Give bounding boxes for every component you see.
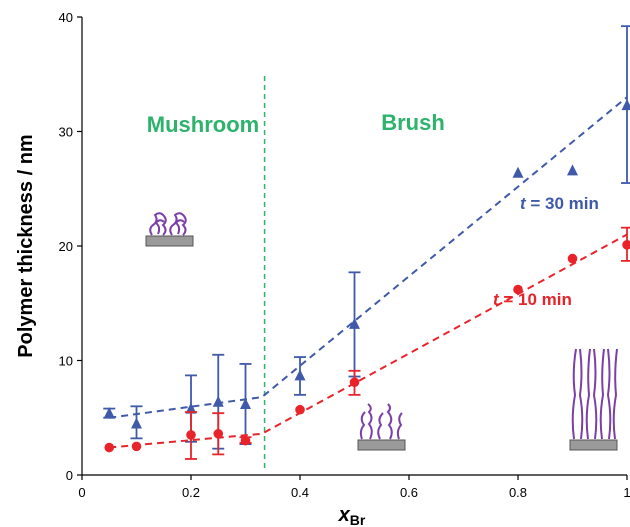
x-tick-label-4: 0.8 [509,485,527,500]
mushroom-coil-left-2 [154,219,165,235]
brush-chain-1 [571,348,577,440]
series-0-point-6 [349,317,360,329]
series-label-30min: t = 30 min [520,194,599,213]
brush-schematic [569,348,618,451]
series-1-point-3 [213,428,224,439]
series-label-30min-rest: = 30 min [526,194,599,213]
intermediate-chain-5 [396,412,403,440]
series-0-point-5 [294,369,306,381]
intermediate-chain-2 [367,403,373,440]
series-1-point-7 [513,284,523,295]
series-label-10min-rest: = 10 min [499,290,572,309]
series-1-point-8 [567,253,578,264]
series-1-point-0 [104,442,115,453]
series-layer [103,25,630,460]
series-1-point-4 [240,435,251,446]
brush-substrate [569,439,618,451]
series-1-point-6 [349,377,360,388]
brush-chain-3 [585,348,591,440]
series-0-point-8 [567,164,578,176]
x-tick-label-5: 1 [623,485,630,500]
intermediate-chain-3 [377,412,384,440]
intermediate-chain-1 [359,411,366,440]
x-ticks: 0 0.2 0.4 0.6 0.8 1 [78,475,630,500]
series-0-point-3 [212,395,224,407]
x-axis-title-sub: Br [350,512,366,527]
y-axis-title: Polymer thickness / nm [15,134,37,357]
mushroom-schematic [145,212,194,247]
x-tick-label-3: 0.6 [400,485,418,500]
y-tick-label-1: 10 [59,354,73,369]
intermediate-chain-4 [386,403,393,440]
brush-chain-2 [578,348,584,440]
series-label-10min: t = 10 min [493,290,572,309]
y-ticks: 0 10 20 30 40 [59,10,82,483]
series-0-trend-line [109,96,628,419]
series-0-point-2 [185,402,197,414]
x-axis-title: xBr [338,504,366,527]
brush-chain-5 [599,348,605,440]
series-label-10min-t: t [493,290,500,309]
x-tick-label-0: 0 [78,485,85,500]
y-tick-label-3: 30 [59,125,73,140]
region-label-mushroom: Mushroom [147,112,259,137]
series-0 [103,25,630,450]
intermediate-substrate [357,439,406,451]
series-0-point-0 [103,407,115,419]
mushroom-coil-right-2 [174,219,185,235]
region-label-brush: Brush [381,110,445,135]
series-1-trend-line [109,233,628,449]
y-tick-label-4: 40 [59,10,73,25]
series-1-point-1 [131,441,142,452]
x-tick-label-1: 0.2 [182,485,200,500]
brush-chain-7 [612,348,618,440]
mushroom-substrate [145,235,194,247]
y-tick-label-2: 20 [59,239,73,254]
mushroom-coil-right [169,212,187,236]
series-0-point-1 [131,417,142,429]
x-tick-label-2: 0.4 [291,485,309,500]
x-axis-title-main: x [338,504,351,526]
series-1-point-9 [622,240,630,250]
series-0-point-9 [621,99,630,111]
series-label-30min-t: t [520,194,527,213]
brush-chain-4 [592,348,598,440]
series-1-point-2 [186,430,196,440]
brush-chain-6 [606,348,612,440]
y-tick-label-0: 0 [66,468,73,483]
series-0-point-4 [240,398,251,410]
series-0-point-7 [512,166,524,178]
intermediate-schematic [357,403,406,451]
series-1 [104,226,630,460]
series-1-point-5 [295,404,305,415]
mushroom-coil-left [149,212,167,236]
